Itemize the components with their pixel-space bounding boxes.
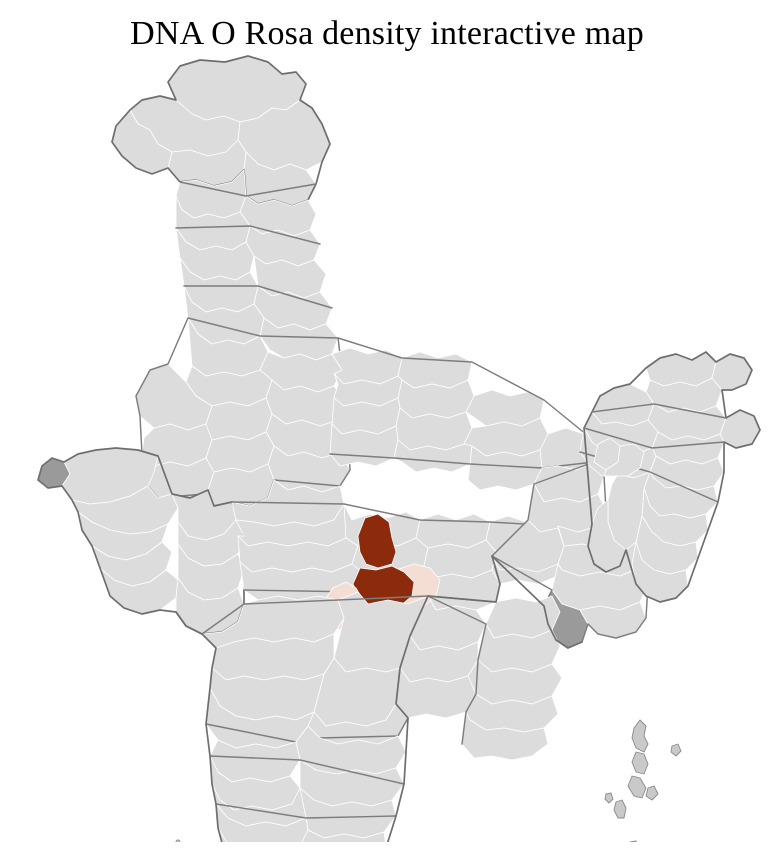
lakshadweep-islands[interactable] [150,839,181,842]
island-polygon[interactable] [645,785,659,801]
country-border-segment [583,351,761,603]
island-polygon[interactable] [631,719,649,753]
state-gujarat[interactable] [37,447,245,635]
district-polygon[interactable] [397,351,473,389]
district-polygon[interactable] [397,379,475,419]
island-polygon[interactable] [613,799,627,819]
state-north-plains[interactable] [175,169,339,361]
district-polygon[interactable] [603,443,645,477]
state-border [427,595,487,745]
island-dot[interactable] [175,839,181,842]
state-border [215,803,397,819]
district-polygon[interactable] [217,827,300,842]
island-polygon[interactable] [628,840,638,842]
state-jammu-kashmir-ladakh[interactable] [111,55,331,207]
district-polygon[interactable] [607,471,651,551]
india-choropleth-map[interactable] [0,52,774,842]
district-high-north[interactable] [357,513,397,569]
state-telangana-andhra[interactable] [209,725,407,842]
country-coastline [175,555,583,842]
region-northeast-india[interactable] [579,351,761,603]
island-polygon[interactable] [631,751,649,775]
state-border [583,427,725,449]
state-maharashtra[interactable] [201,591,429,749]
state-border [175,225,321,245]
state-border [179,181,317,197]
district-polygon[interactable] [465,389,545,427]
country-border-segment [111,55,331,207]
district-polygon[interactable] [651,431,725,465]
page-title: DNA O Rosa density interactive map [130,15,644,52]
island-polygon[interactable] [670,743,682,757]
state-border [591,403,727,419]
region-siliguri-corridor[interactable] [593,437,645,477]
state-border [209,755,405,785]
state-border [183,285,333,309]
state-border [201,595,429,635]
state-border [337,337,599,445]
island-polygon[interactable] [627,775,647,799]
district-polygon[interactable] [300,829,386,842]
state-uttar-pradesh[interactable] [329,337,599,491]
island-polygon[interactable] [604,792,614,804]
map-base-layer [37,55,761,842]
andaman-nicobar-islands[interactable] [604,719,682,842]
